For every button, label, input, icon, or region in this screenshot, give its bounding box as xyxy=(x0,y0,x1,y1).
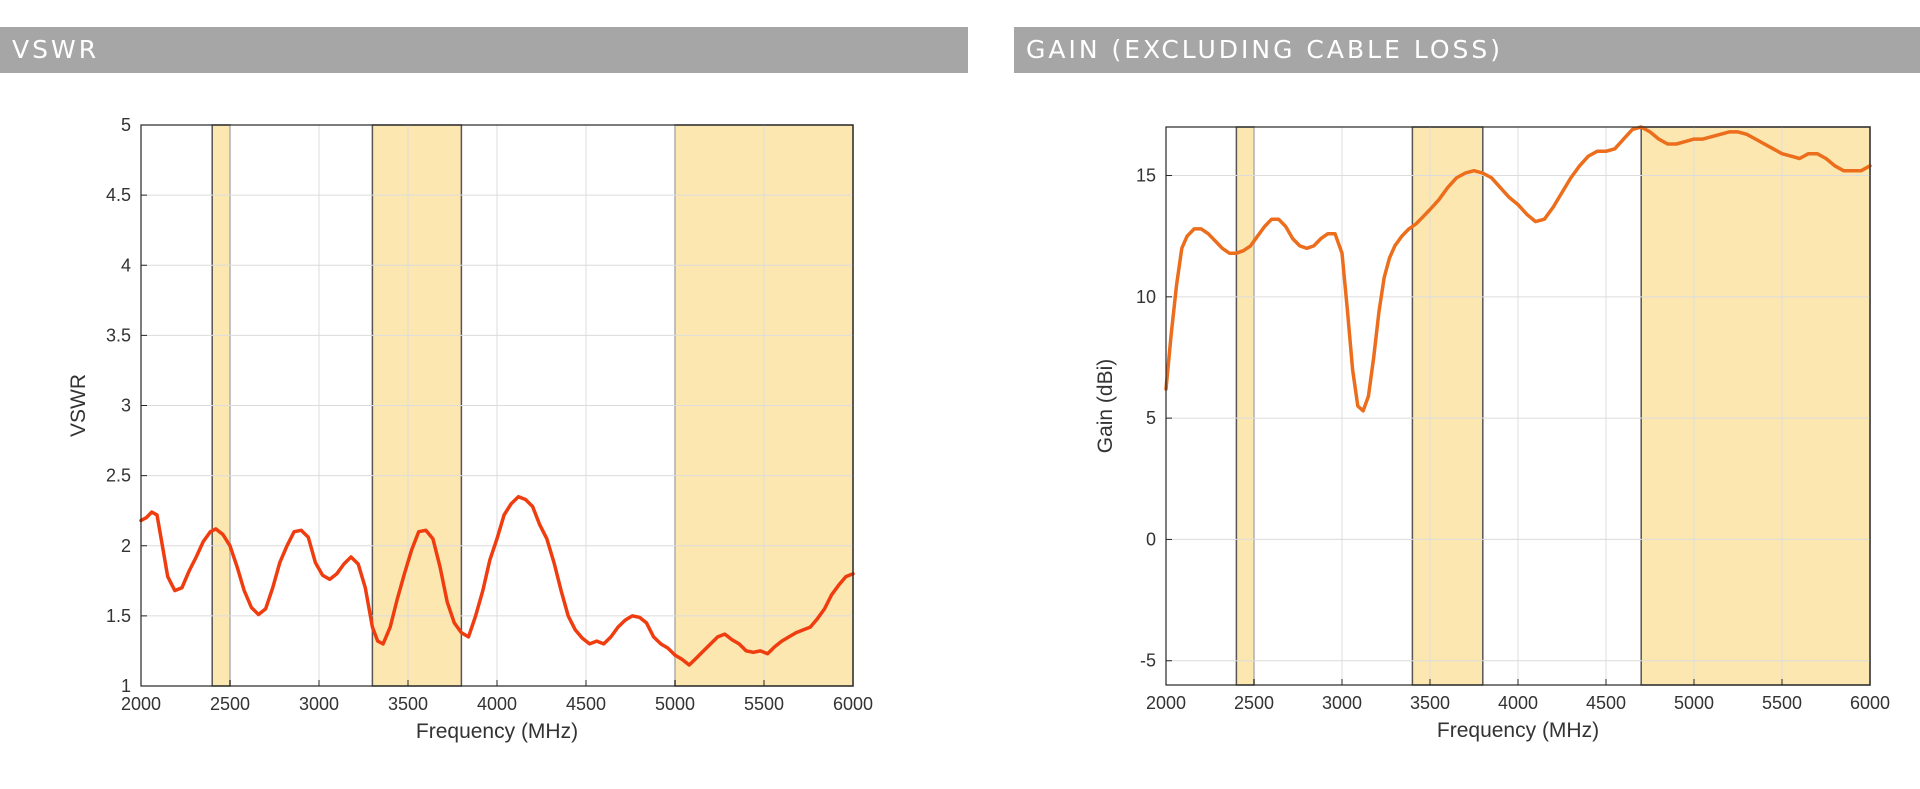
gain-panel-header: GAIN (EXCLUDING CABLE LOSS) xyxy=(1014,27,1920,73)
vswr-xtick-label-3: 3500 xyxy=(388,694,428,714)
vswr-xtick-label-6: 5000 xyxy=(655,694,695,714)
vswr-xlabel: Frequency (MHz) xyxy=(416,720,578,743)
vswr-xtick-label-8: 6000 xyxy=(833,694,873,714)
gain-xtick-label-8: 6000 xyxy=(1850,693,1890,713)
vswr-ylabel: VSWR xyxy=(67,374,90,437)
gain-series-line-0 xyxy=(1164,125,1872,413)
vswr-plot: 2000 2500 3000 3500 4000 4500 5000 5500 6000 1 1.5… xyxy=(67,115,873,743)
gain-ytick-label-2: 5 xyxy=(1146,408,1156,428)
gain-plot: 2000 2500 3000 3500 4000 4500 5000 5500 6000 -5 0 5… xyxy=(1094,125,1890,742)
vswr-xtick-label-7: 5500 xyxy=(744,694,784,714)
vswr-ytick-label-2: 2 xyxy=(121,536,131,556)
gain-band-2 xyxy=(1640,126,1871,686)
vswr-xtick-label-5: 4500 xyxy=(566,694,606,714)
gain-xtick-label-2: 3000 xyxy=(1322,693,1362,713)
gain-ytick-label-0: -5 xyxy=(1140,651,1156,671)
vswr-panel-header: VSWR xyxy=(0,27,968,73)
vswr-ytick-label-1: 1.5 xyxy=(106,606,131,626)
vswr-ytick-label-4: 3 xyxy=(121,396,131,416)
vswr-ytick-label-7: 4.5 xyxy=(106,185,131,205)
gain-xtick-label-1: 2500 xyxy=(1234,693,1274,713)
vswr-panel-title: VSWR xyxy=(12,35,100,64)
vswr-ytick-label-5: 3.5 xyxy=(106,325,131,345)
gain-panel-title: GAIN (EXCLUDING CABLE LOSS) xyxy=(1026,35,1504,64)
gain-xtick-label-0: 2000 xyxy=(1146,693,1186,713)
gain-xlabel: Frequency (MHz) xyxy=(1437,719,1599,742)
gain-xtick-label-3: 3500 xyxy=(1410,693,1450,713)
gain-band-0 xyxy=(1235,126,1255,686)
vswr-ytick-label-6: 4 xyxy=(121,255,131,275)
gain-ylabel: Gain (dBi) xyxy=(1094,359,1117,454)
gain-ytick-label-4: 15 xyxy=(1136,166,1156,186)
vswr-series-line-0 xyxy=(139,494,855,667)
vswr-ytick-label-0: 1 xyxy=(121,676,131,696)
gain-ytick-label-3: 10 xyxy=(1136,287,1156,307)
vswr-xtick-label-0: 2000 xyxy=(121,694,161,714)
gain-xtick-label-7: 5500 xyxy=(1762,693,1802,713)
vswr-ytick-label-8: 5 xyxy=(121,115,131,135)
gain-xtick-label-5: 4500 xyxy=(1586,693,1626,713)
gain-ytick-label-1: 0 xyxy=(1146,529,1156,549)
gain-xtick-label-4: 4000 xyxy=(1498,693,1538,713)
gain-xtick-label-6: 5000 xyxy=(1674,693,1714,713)
vswr-xtick-label-1: 2500 xyxy=(210,694,250,714)
vswr-xtick-label-2: 3000 xyxy=(299,694,339,714)
vswr-xtick-label-4: 4000 xyxy=(477,694,517,714)
gain-band-1 xyxy=(1411,126,1484,686)
vswr-ytick-label-3: 2.5 xyxy=(106,466,131,486)
